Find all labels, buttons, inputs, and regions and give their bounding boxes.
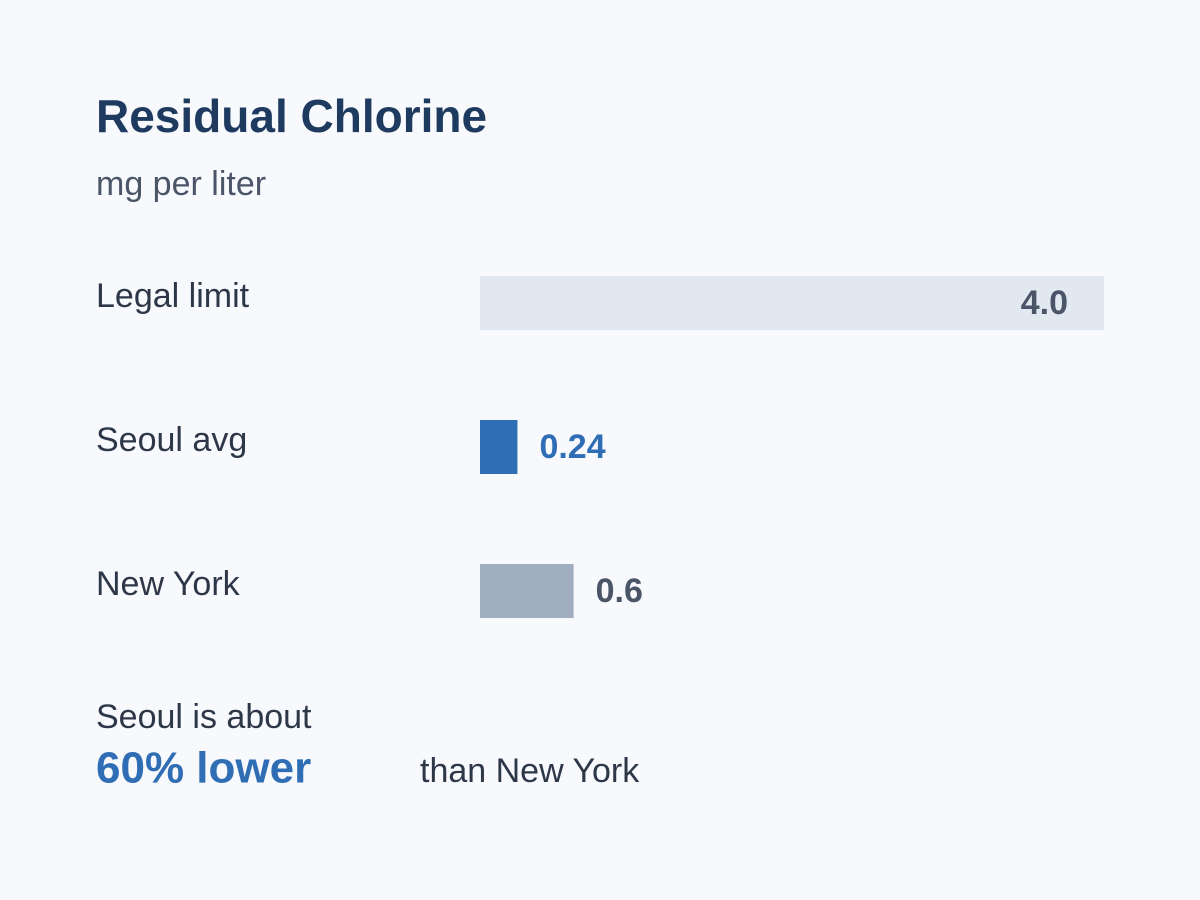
value-label: 0.24 — [539, 428, 605, 466]
annotation-tail: than New York — [420, 752, 640, 790]
chart-title: Residual Chlorine — [96, 90, 487, 142]
bar — [480, 276, 1104, 330]
value-label: 0.6 — [596, 572, 643, 610]
annotation-lead: Seoul is about — [96, 698, 312, 736]
value-label: 4.0 — [1021, 284, 1068, 322]
bar — [480, 564, 574, 618]
annotation-highlight: 60% lower — [96, 744, 311, 793]
category-label: Seoul avg — [96, 421, 247, 459]
category-label: Legal limit — [96, 277, 250, 315]
category-label: New York — [96, 565, 241, 603]
chart-subtitle: mg per liter — [96, 165, 266, 203]
bar — [480, 420, 518, 474]
